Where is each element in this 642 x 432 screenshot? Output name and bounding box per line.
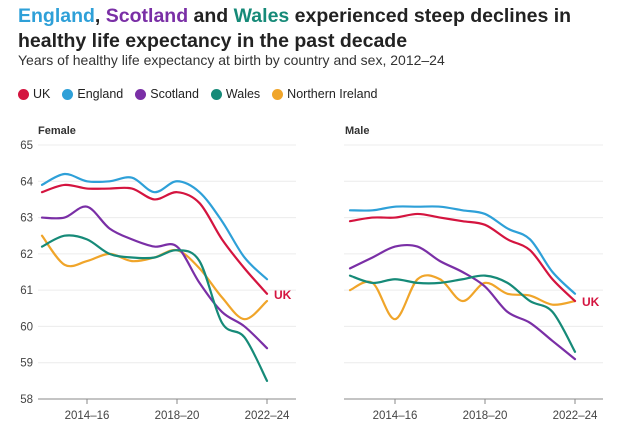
legend-item: Northern Ireland: [272, 87, 378, 101]
x-tick-label: 2014–16: [65, 410, 110, 422]
legend-label: Scotland: [150, 87, 199, 101]
title-part: and: [188, 5, 234, 27]
series-line-england: [40, 172, 269, 281]
legend-label: England: [77, 87, 124, 101]
legend-swatch: [210, 88, 222, 100]
legend-item: Scotland: [135, 87, 199, 101]
y-tick-label: 61: [20, 285, 33, 297]
x-tick-label: 2018–20: [155, 410, 200, 422]
x-tick-label: 2018–20: [463, 410, 508, 422]
series-line-northern-ireland: [40, 234, 269, 321]
y-tick-label: 59: [20, 358, 33, 370]
legend-swatch: [18, 88, 29, 100]
legend-item: England: [62, 87, 123, 101]
uk-direct-label: UK: [274, 288, 292, 302]
x-tick-label: 2022–24: [553, 410, 598, 422]
series-line-northern-ireland: [348, 274, 577, 321]
series-line-england: [348, 205, 577, 295]
chart-subtitle: Years of healthy life expectancy at birt…: [18, 52, 445, 68]
y-tick-label: 58: [20, 394, 33, 406]
x-tick-label: 2014–16: [373, 410, 418, 422]
uk-direct-label: UK: [582, 295, 600, 309]
series-line-uk: [348, 212, 577, 303]
title-part: experienced steep declines in healthy li…: [18, 5, 572, 52]
y-tick-label: 60: [20, 321, 33, 333]
x-tick-label: 2022–24: [245, 410, 290, 422]
series-line-scotland: [348, 243, 577, 361]
legend-item: UK: [18, 87, 50, 101]
title-part: ,: [94, 5, 106, 27]
panel-title: Male: [345, 125, 369, 137]
legend-label: UK: [33, 87, 51, 101]
legend-swatch: [62, 88, 74, 100]
legend: UK England Scotland Wales Northern Ireland: [18, 87, 378, 101]
title-part: Scotland: [105, 5, 189, 27]
y-tick-label: 63: [20, 213, 33, 225]
legend-label: Northern Ireland: [287, 87, 378, 101]
title-part: England: [18, 5, 95, 27]
legend-swatch: [272, 88, 284, 100]
y-tick-label: 65: [20, 140, 33, 152]
series-line-scotland: [40, 205, 269, 350]
y-tick-label: 64: [20, 176, 33, 188]
series-line-wales: [40, 234, 269, 382]
legend-label: Wales: [225, 87, 261, 101]
series-line-wales: [348, 274, 577, 353]
title-part: Wales: [233, 5, 290, 27]
y-tick-label: 62: [20, 249, 33, 261]
legend-swatch: [135, 88, 147, 100]
legend-item: Wales: [210, 87, 261, 101]
chart-title: England, Scotland and Wales experienced …: [18, 4, 638, 54]
series-line-uk: [40, 183, 269, 295]
panel-title: Female: [38, 125, 76, 137]
